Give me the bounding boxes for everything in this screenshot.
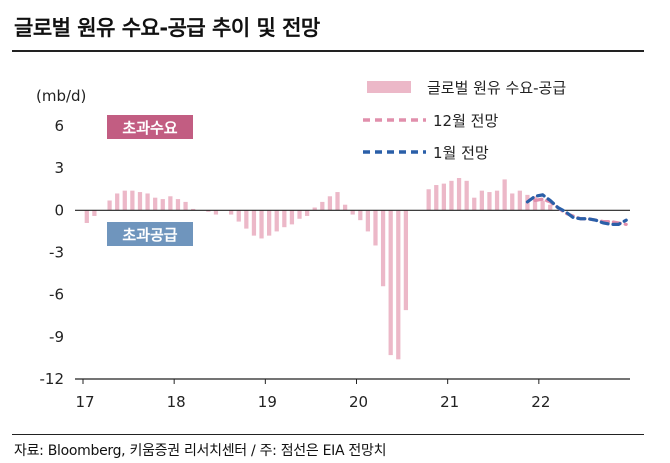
bar bbox=[175, 199, 181, 211]
bar bbox=[130, 190, 135, 211]
y-tick-label: 6 bbox=[54, 117, 64, 135]
bar bbox=[320, 201, 325, 211]
excess-supply-label: 초과공급 bbox=[122, 226, 177, 244]
bar bbox=[92, 210, 97, 216]
bar bbox=[251, 210, 257, 236]
y-tick-label: 0 bbox=[54, 201, 64, 219]
bar bbox=[396, 210, 401, 360]
x-tick-label: 22 bbox=[531, 393, 550, 411]
bar bbox=[472, 197, 477, 211]
bar bbox=[464, 180, 469, 211]
bar bbox=[213, 210, 219, 215]
bar bbox=[373, 210, 378, 246]
bar bbox=[494, 190, 500, 211]
excess-supply-box bbox=[107, 222, 193, 246]
bar bbox=[380, 210, 386, 287]
bar bbox=[517, 190, 522, 211]
legend-dec-label: 12월 전망 bbox=[433, 112, 498, 130]
title-divider bbox=[12, 50, 644, 52]
jan-forecast-line bbox=[525, 193, 628, 226]
bar bbox=[244, 210, 249, 229]
bar bbox=[267, 210, 272, 236]
bar bbox=[540, 200, 545, 211]
bar bbox=[502, 179, 507, 211]
bar bbox=[449, 180, 454, 211]
bar bbox=[145, 193, 150, 211]
bar bbox=[274, 210, 279, 232]
excess-demand-box bbox=[107, 115, 193, 139]
y-tick-label: -9 bbox=[49, 328, 64, 346]
bar bbox=[259, 210, 264, 239]
bar bbox=[304, 210, 310, 216]
bar bbox=[153, 197, 158, 211]
bar bbox=[441, 183, 446, 211]
bar bbox=[160, 199, 165, 211]
bar bbox=[312, 207, 317, 211]
bar bbox=[335, 192, 340, 211]
excess-demand-label: 초과수요 bbox=[122, 119, 177, 137]
x-tick-label: 21 bbox=[440, 393, 459, 411]
bar bbox=[403, 210, 409, 311]
bar bbox=[388, 210, 393, 356]
bar bbox=[122, 190, 127, 211]
chart-title: 글로벌 원유 수요-공급 추이 및 전망 bbox=[14, 16, 320, 40]
x-tick-label: 20 bbox=[349, 393, 368, 411]
x-tick-label: 18 bbox=[167, 393, 186, 411]
bar bbox=[548, 204, 553, 211]
y-tick-label: -6 bbox=[49, 286, 64, 304]
x-tick-label: 17 bbox=[75, 393, 94, 411]
legend-jan-label: 1월 전망 bbox=[433, 144, 489, 162]
bar bbox=[84, 210, 89, 223]
y-tick-label: -12 bbox=[40, 370, 65, 388]
bar bbox=[532, 196, 538, 211]
bar bbox=[434, 185, 439, 211]
bar bbox=[229, 210, 234, 215]
bar bbox=[191, 208, 196, 211]
bar bbox=[327, 196, 333, 211]
legend-bar-label: 글로벌 원유 수요-공급 bbox=[427, 79, 566, 97]
bar bbox=[137, 192, 143, 211]
bar bbox=[426, 189, 431, 211]
bar bbox=[456, 178, 462, 211]
bar bbox=[206, 210, 211, 212]
y-tick-label: -3 bbox=[49, 244, 64, 262]
legend-bar-swatch bbox=[367, 81, 411, 93]
bar bbox=[350, 210, 355, 215]
source-note: 자료: Bloomberg, 키움증권 리서치센터 / 주: 점선은 EIA 전… bbox=[14, 443, 387, 459]
bar bbox=[289, 210, 295, 225]
bar bbox=[479, 190, 484, 211]
bar bbox=[487, 192, 492, 211]
y-tick-label: 3 bbox=[54, 159, 64, 177]
x-tick-label: 19 bbox=[258, 393, 277, 411]
source-divider bbox=[12, 434, 644, 435]
bar bbox=[282, 210, 287, 228]
bar bbox=[183, 201, 188, 211]
bar bbox=[107, 200, 112, 211]
bar bbox=[115, 193, 120, 211]
bar bbox=[342, 204, 348, 211]
bar bbox=[365, 210, 371, 232]
bar bbox=[358, 210, 363, 221]
bar bbox=[297, 210, 302, 219]
bar bbox=[168, 196, 173, 211]
dec-forecast-line bbox=[533, 197, 628, 226]
bar bbox=[236, 210, 241, 222]
y-axis-label: (mb/d) bbox=[36, 87, 86, 105]
bar bbox=[510, 193, 515, 211]
